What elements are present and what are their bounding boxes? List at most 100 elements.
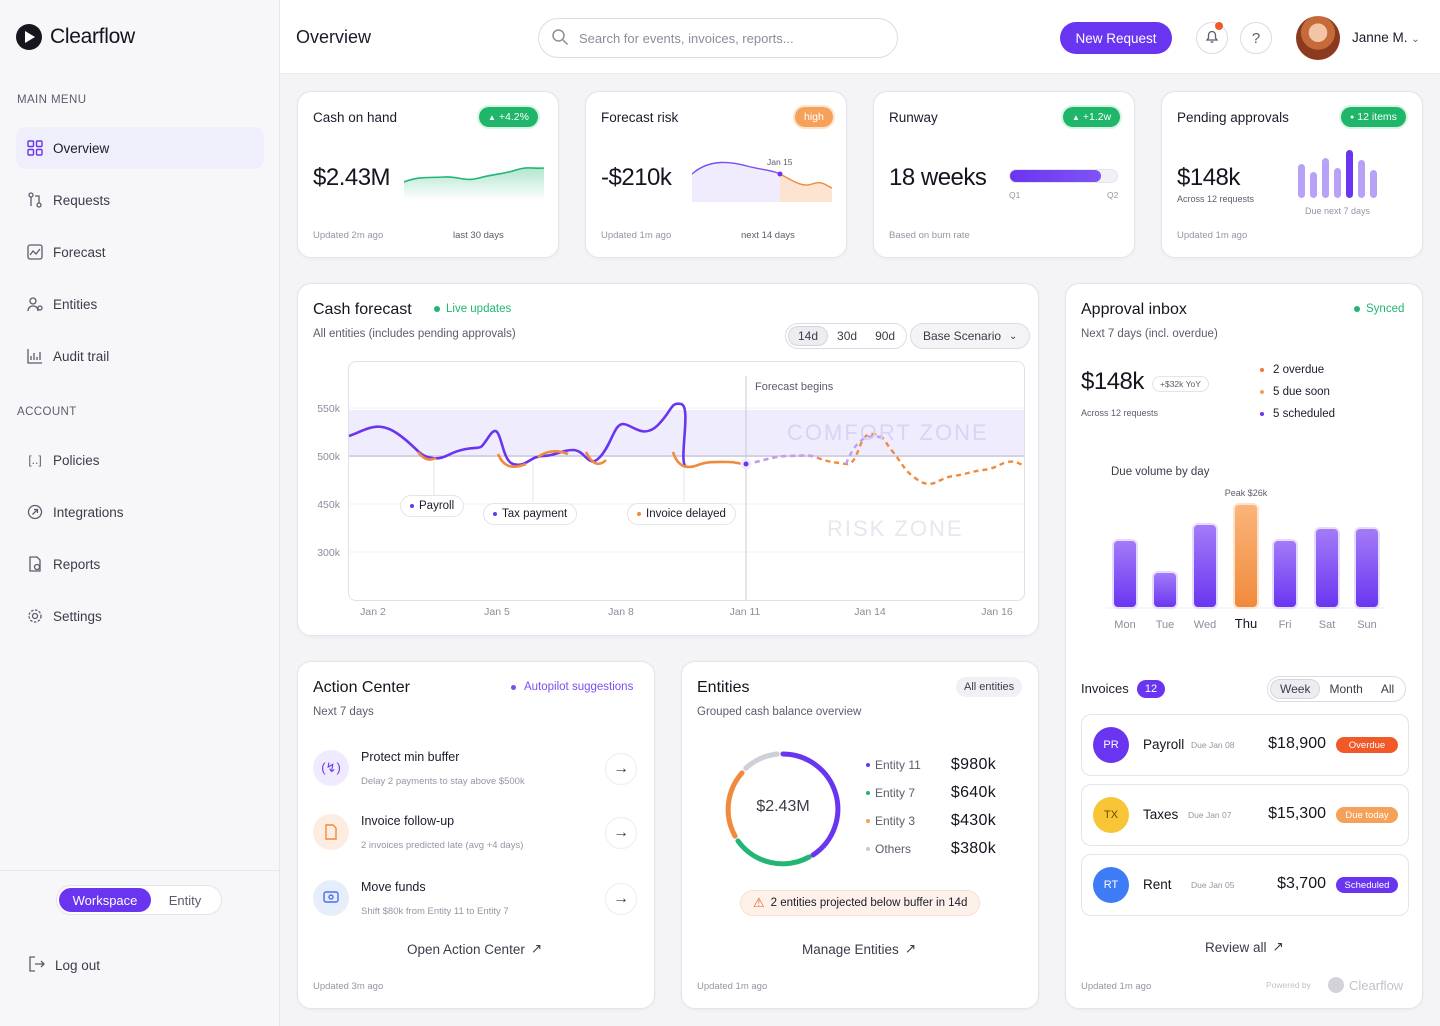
open-action-center-link[interactable]: Open Action Center ↗ (407, 941, 542, 957)
review-all-link[interactable]: Review all ↗ (1205, 939, 1284, 955)
tab-week[interactable]: Week (1270, 679, 1321, 699)
invoice-amount: $18,900 (1268, 735, 1326, 752)
action-subtitle: Next 7 days (313, 706, 374, 718)
user-menu[interactable]: Janne M. ⌄ (1352, 30, 1420, 45)
event-dot (637, 512, 641, 516)
tab-month[interactable]: Month (1329, 682, 1363, 696)
sidebar-item-requests[interactable]: Requests (16, 179, 264, 221)
workspace-option[interactable]: Workspace (59, 888, 151, 912)
sidebar-item-forecast[interactable]: Forecast (16, 231, 264, 273)
live-updates-indicator: Live updates (434, 303, 511, 315)
range-90d[interactable]: 90d (875, 329, 896, 343)
notification-dot (1215, 22, 1223, 30)
entity-option[interactable]: Entity (168, 892, 202, 908)
day-bar[interactable] (1272, 539, 1298, 609)
tab-all[interactable]: All (1380, 682, 1395, 696)
scenario-dropdown[interactable]: Base Scenario ⌄ (910, 323, 1031, 349)
actual-series-line (348, 402, 688, 469)
day-bar[interactable] (1233, 503, 1259, 609)
entity-row[interactable]: Entity 3 $430k (866, 812, 996, 830)
action-item-go-button[interactable]: → (605, 883, 637, 915)
kpi-updated: Updated 1m ago (1177, 230, 1248, 241)
kpi-cash-on-hand[interactable]: Cash on hand ▲ +4.2% $2.43M Updated 2m ag… (297, 91, 559, 258)
kpi-range: last 30 days (453, 230, 504, 241)
forecast-near-line (745, 454, 819, 466)
policies-icon: [..] (28, 453, 42, 467)
notifications-button[interactable] (1196, 22, 1228, 54)
sidebar-item-settings[interactable]: Settings (16, 595, 264, 637)
all-entities-button[interactable]: All entities (956, 677, 1023, 697)
y-tick-label: 500k (317, 451, 341, 463)
logout-icon (28, 955, 46, 976)
range-14d[interactable]: 14d (788, 326, 829, 346)
comfort-zone-label: COMFORT ZONE (787, 420, 989, 445)
entity-label: Others (875, 842, 912, 856)
sidebar-item-integrations[interactable]: Integrations (16, 491, 264, 533)
tag-text: Autopilot suggestions (524, 681, 634, 693)
sidebar-item-reports[interactable]: Reports (16, 543, 264, 585)
day-bar[interactable] (1112, 539, 1138, 609)
sidebar-item-policies[interactable]: [..] Policies (16, 439, 264, 481)
action-item-sub: 2 invoices predicted late (avg +4 days) (361, 840, 524, 851)
logo[interactable]: Clearflow (16, 24, 135, 50)
invoice-card[interactable]: PR Payroll Due Jan 08 $18,900 Overdue (1081, 714, 1409, 776)
event-text: Invoice delayed (646, 508, 726, 520)
chevron-down-icon: ⌄ (1411, 34, 1420, 45)
invoice-period-tabs[interactable]: Week Month All (1267, 676, 1407, 702)
event-dot (493, 512, 497, 516)
sidebar-item-audit-trail[interactable]: Audit trail (16, 335, 264, 377)
avatar[interactable] (1296, 16, 1340, 60)
event-payroll[interactable]: Payroll (400, 495, 465, 517)
link-text: Open Action Center (407, 941, 525, 957)
entities-title: Entities (697, 679, 750, 696)
kpi-value: $148k (1177, 164, 1240, 191)
forecast-chart: 550k 500k 450k 300k Jan 2 Jan 5 Jan 8 Jan 11 Jan… (317, 376, 1025, 618)
day-bar[interactable] (1354, 527, 1380, 609)
sidebar-item-overview[interactable]: Overview (16, 127, 264, 169)
entity-row[interactable]: Entity 7 $640k (866, 784, 996, 802)
logout-button[interactable]: Log out (28, 955, 100, 976)
action-item-go-button[interactable]: → (605, 817, 637, 849)
search-placeholder: Search for events, invoices, reports... (579, 30, 794, 46)
kpi-value: $2.43M (313, 164, 391, 191)
arrow-right-icon: → (613, 760, 629, 777)
entity-row[interactable]: Others $380k (866, 840, 996, 858)
y-tick-label: 550k (317, 403, 341, 415)
actual-dip-segments (416, 450, 747, 469)
stat-scheduled: 5 scheduled (1260, 408, 1335, 420)
kpi-badge: ▲ +4.2% (479, 107, 538, 127)
event-invoice-delayed[interactable]: Invoice delayed (627, 503, 736, 525)
invoice-card[interactable]: TX Taxes Due Jan 07 $15,300 Due today (1081, 784, 1409, 846)
approval-stats: 2 overdue 5 due soon 5 scheduled (1260, 364, 1335, 420)
search-input[interactable]: Search for events, invoices, reports... (538, 18, 898, 58)
range-30d[interactable]: 30d (837, 329, 858, 343)
kpi-forecast-risk[interactable]: Forecast risk high -$210k Jan 15 Updated… (585, 91, 847, 258)
day-bar[interactable] (1314, 527, 1340, 609)
kpi-runway[interactable]: Runway ▲ +1.2w 18 weeks Q1 Q2 Based on bu… (873, 91, 1135, 258)
event-tax-payment[interactable]: Tax payment (483, 503, 578, 525)
grid-icon (27, 140, 43, 156)
link-text: Manage Entities (802, 941, 899, 957)
entity-row[interactable]: Entity 11 $980k (866, 756, 996, 774)
page-title: Overview (296, 27, 372, 47)
help-button[interactable]: ? (1240, 22, 1272, 54)
x-tick-label: Jan 16 (981, 606, 1013, 618)
badge-text: 12 items (1357, 111, 1397, 123)
invoice-name: Taxes (1143, 807, 1179, 822)
kpi-sub: Across 12 requests (1177, 194, 1255, 204)
range-selector[interactable]: 14d 30d 90d (785, 323, 908, 349)
sidebar-item-label: Integrations (53, 504, 124, 520)
scope-toggle[interactable]: Workspace Entity (56, 885, 222, 915)
sidebar-item-label: Reports (53, 556, 101, 572)
sidebar-item-entities[interactable]: Entities (16, 283, 264, 325)
kpi-pending-approvals[interactable]: Pending approvals ● 12 items $148k Across… (1161, 91, 1423, 258)
new-request-button[interactable]: New Request (1060, 22, 1172, 54)
bell-icon (1204, 28, 1220, 48)
action-item-go-button[interactable]: → (605, 753, 637, 785)
day-bar[interactable] (1152, 571, 1178, 609)
day-bar[interactable] (1192, 523, 1218, 609)
invoice-card[interactable]: RT Rent Due Jan 05 $3,700 Scheduled (1081, 854, 1409, 916)
synced-text: Synced (1366, 303, 1405, 315)
stat-text: 5 scheduled (1273, 408, 1336, 420)
manage-entities-link[interactable]: Manage Entities ↗ (802, 941, 916, 957)
